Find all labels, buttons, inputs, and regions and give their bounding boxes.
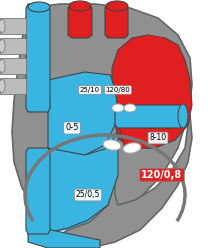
Polygon shape [0, 38, 26, 54]
Ellipse shape [103, 140, 121, 150]
Polygon shape [112, 35, 192, 148]
Polygon shape [48, 72, 118, 158]
Ellipse shape [0, 59, 5, 73]
Text: 25/10: 25/10 [80, 87, 100, 93]
Ellipse shape [106, 1, 128, 11]
Polygon shape [28, 225, 100, 248]
Polygon shape [48, 72, 125, 232]
Polygon shape [12, 4, 192, 228]
Polygon shape [68, 4, 92, 38]
Polygon shape [26, 4, 50, 112]
Text: 0-5: 0-5 [65, 124, 79, 132]
Text: 8-10: 8-10 [149, 133, 167, 143]
Ellipse shape [28, 2, 50, 12]
Polygon shape [0, 18, 26, 34]
Text: 25/0,5: 25/0,5 [76, 190, 100, 199]
Text: 120/80: 120/80 [106, 87, 130, 93]
Polygon shape [26, 148, 50, 234]
Ellipse shape [0, 79, 5, 93]
Polygon shape [135, 35, 188, 115]
Ellipse shape [123, 143, 141, 153]
Ellipse shape [178, 104, 188, 128]
Ellipse shape [112, 104, 124, 112]
Polygon shape [115, 105, 185, 128]
Polygon shape [0, 78, 26, 94]
Ellipse shape [69, 1, 91, 11]
Polygon shape [55, 115, 192, 248]
Ellipse shape [0, 19, 5, 33]
Polygon shape [48, 130, 118, 232]
Polygon shape [0, 58, 26, 74]
Text: 120/0,8: 120/0,8 [141, 170, 183, 180]
Polygon shape [105, 4, 128, 38]
Polygon shape [115, 72, 188, 148]
Ellipse shape [124, 104, 136, 112]
Ellipse shape [0, 39, 5, 53]
